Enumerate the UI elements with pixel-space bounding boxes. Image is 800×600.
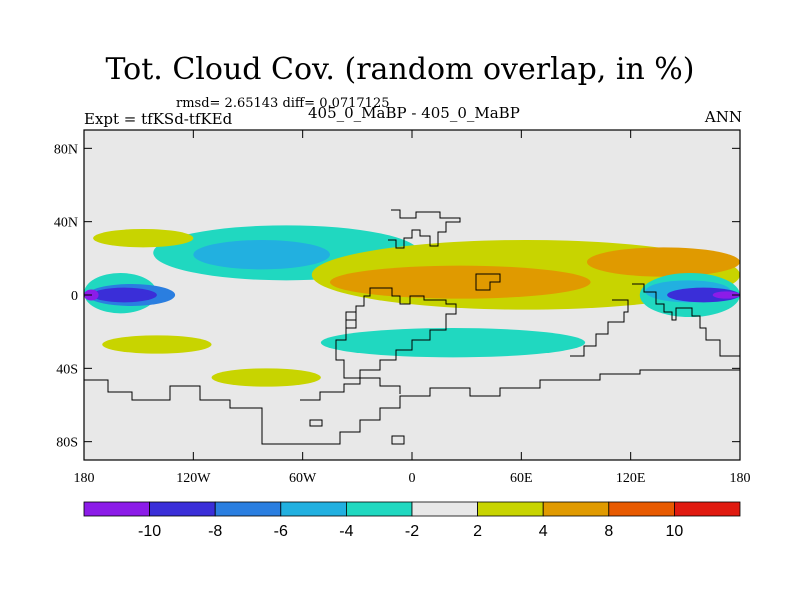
colorbar-label-7: 8 [604, 523, 613, 540]
plot-area: 180 120W 60W 0 60E 120E 180 80N 40N 0 40S 80S [54, 129, 751, 486]
region-1 [193, 240, 330, 270]
colorbar: -10 -8 -6 -4 -2 2 4 8 10 [83, 501, 741, 540]
colorbar-label-6: 4 [539, 523, 548, 540]
coastline-indonesia [570, 299, 629, 357]
region-16 [211, 368, 321, 387]
axis-ticks: 180 120W 60W 0 60E 120E 180 80N 40N 0 40S 80S [54, 130, 751, 486]
y-tick-label-3: 40S [56, 362, 78, 377]
region-13 [712, 291, 740, 299]
runs-label: 405_0_MaBP - 405_0_MaBP [308, 104, 520, 122]
colorbar-swatch-5 [411, 501, 478, 517]
region-2 [93, 229, 194, 248]
region-15 [102, 335, 212, 354]
colorbar-swatch-4 [345, 501, 413, 517]
continent-outlines [84, 209, 740, 445]
y-tick-label-0: 80N [54, 142, 78, 157]
x-tick-label-6: 180 [730, 471, 751, 486]
x-tick-label-1: 120W [176, 471, 211, 486]
colorbar-swatch-3 [280, 501, 347, 517]
region-8 [330, 265, 591, 299]
colorbar-label-2: -6 [274, 523, 288, 540]
colorbar-label-4: -2 [405, 523, 419, 540]
colorbar-label-0: -10 [138, 523, 161, 540]
colorbar-swatch-7 [542, 501, 610, 517]
y-tick-label-1: 40N [54, 216, 78, 231]
x-tick-label-5: 120E [616, 471, 646, 486]
coastline-islet [309, 419, 323, 427]
coastline-southern [84, 369, 740, 445]
x-tick-label-2: 60W [289, 471, 317, 486]
x-tick-label-0: 180 [74, 471, 95, 486]
colorbar-swatch-9 [674, 501, 741, 517]
colorbar-swatch-1 [149, 501, 216, 517]
x-tick-label-3: 0 [409, 471, 416, 486]
colorbar-swatch-2 [214, 501, 282, 517]
region-5 [91, 287, 157, 303]
colorbar-label-3: -4 [339, 523, 353, 540]
coastline-antarctic-inner [300, 377, 401, 401]
coastline-asia-east [632, 283, 740, 357]
coastline-small-island [345, 311, 357, 329]
colorbar-label-5: 2 [473, 523, 482, 540]
chart-title: Tot. Cloud Cov. (random overlap, in %) [105, 52, 695, 87]
season-label: ANN [704, 108, 742, 126]
stats-line: rmsd= 2.65143 diff= 0.0717125 [176, 96, 390, 111]
colorbar-swatch-8 [608, 501, 675, 517]
experiment-label: Expt = tfKSd-tfKEd [84, 110, 233, 128]
x-tick-label-4: 60E [510, 471, 533, 486]
coastline-islet-2 [391, 435, 405, 445]
colorbar-label-1: -8 [208, 523, 222, 540]
difference-regions [84, 225, 740, 387]
colorbar-label-8: 10 [666, 523, 684, 540]
coastline-north-america [388, 209, 461, 249]
coastline-americas [475, 273, 501, 291]
region-12 [667, 287, 740, 303]
colorbar-swatch-0 [83, 501, 150, 517]
region-14 [320, 328, 586, 358]
region-9 [586, 247, 740, 277]
colorbar-swatch-6 [477, 501, 544, 517]
y-tick-label-2: 0 [71, 289, 78, 304]
y-tick-label-4: 80S [56, 436, 78, 451]
